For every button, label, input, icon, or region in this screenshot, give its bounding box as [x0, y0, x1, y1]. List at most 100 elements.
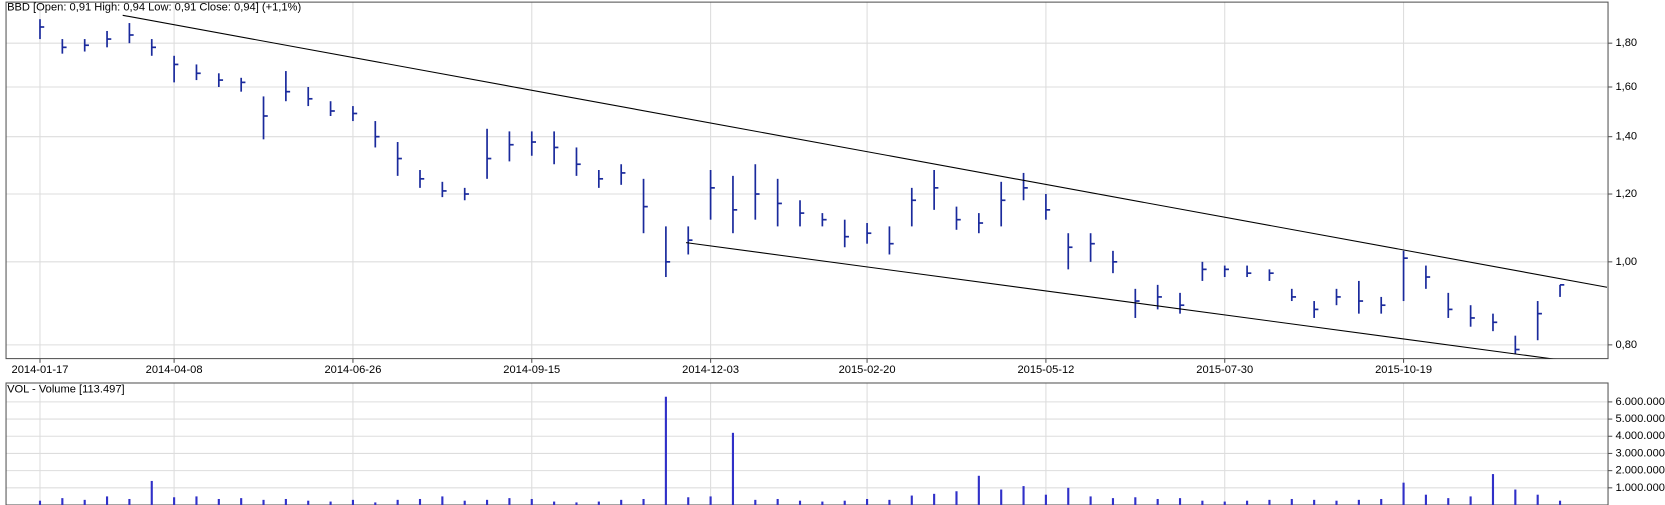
volume-bar	[1447, 498, 1450, 505]
volume-bar	[508, 498, 511, 505]
volume-bar	[1156, 498, 1159, 505]
volume-bar	[664, 396, 667, 505]
grid-layer	[6, 2, 1609, 505]
volume-bar	[866, 498, 869, 505]
volume-bar	[83, 499, 86, 505]
volume-bar	[1223, 501, 1226, 505]
volume-bar	[776, 498, 779, 505]
volume-bar	[843, 500, 846, 505]
volume-bar	[351, 499, 355, 505]
volume-bar	[553, 501, 556, 505]
y-tick-label: 4.000.000	[1615, 430, 1665, 442]
y-tick-label: 6.000.000	[1615, 396, 1665, 408]
volume-bar	[173, 497, 176, 505]
x-tick-label: 2014-04-08	[146, 364, 203, 376]
trendline	[685, 242, 1555, 359]
volume-frame	[5, 382, 1609, 505]
volume-bar	[977, 475, 980, 505]
volume-bar	[38, 500, 42, 505]
volume-bar	[150, 480, 153, 505]
volume-bar	[105, 496, 109, 505]
price-header: BBD [Open: 0,91 High: 0,94 Low: 0,91 Clo…	[7, 1, 301, 13]
volume-bar	[821, 501, 824, 505]
volume-bar	[396, 499, 399, 505]
volume-bar	[1514, 489, 1517, 505]
volume-bar	[1022, 486, 1025, 505]
volume-bar	[240, 498, 243, 505]
volume-bar	[1357, 499, 1360, 505]
volume-bar	[687, 497, 690, 505]
volume-bar	[620, 499, 623, 505]
volume-bar	[1044, 494, 1047, 505]
volume-header: VOL - Volume [113.497]	[7, 383, 125, 395]
volume-bar	[441, 496, 444, 505]
y-tick-label: 3.000.000	[1615, 447, 1665, 459]
y-tick-label: 1,60	[1615, 81, 1637, 93]
volume-bar	[1469, 496, 1472, 505]
volume-bar	[910, 495, 913, 505]
y-tick-label: 0,80	[1615, 339, 1637, 351]
volume-bar	[1424, 494, 1427, 505]
x-tick-label: 2015-07-30	[1196, 364, 1253, 376]
volume-bar	[1111, 498, 1115, 505]
volume-bar	[933, 493, 936, 505]
volume-bar	[1178, 498, 1182, 505]
y-tick-label: 2.000.000	[1615, 465, 1665, 477]
volume-bar	[1335, 500, 1338, 505]
volume-bar	[1491, 474, 1495, 505]
volume-bar	[1290, 498, 1293, 505]
volume-bar	[1246, 500, 1249, 505]
price-frame	[5, 1, 1609, 360]
x-tick-label: 2015-05-12	[1017, 364, 1074, 376]
volume-bar	[888, 499, 891, 505]
volume-bar	[1201, 500, 1204, 505]
volume-bar	[1000, 489, 1003, 505]
volume-bar	[1380, 498, 1383, 505]
y-tick-label: 5.000.000	[1615, 413, 1665, 425]
volume-bar	[754, 499, 757, 505]
volume-bar	[530, 498, 533, 505]
volume-bar	[1402, 482, 1405, 505]
y-tick-label: 1,00	[1615, 256, 1637, 268]
volume-bar	[463, 500, 466, 505]
volume-bar	[1268, 499, 1271, 505]
volume-bar	[262, 499, 265, 505]
x-tick-label: 2014-12-03	[682, 364, 739, 376]
volume-bar	[575, 502, 578, 505]
x-tick-label: 2014-01-17	[12, 364, 69, 376]
volume-bar	[284, 498, 287, 505]
trendline	[122, 14, 1608, 288]
volume-bar	[731, 432, 735, 505]
volume-bar	[486, 499, 489, 505]
volume-bar	[1313, 499, 1316, 505]
x-tick-label: 2015-10-19	[1375, 364, 1432, 376]
volume-bar	[1536, 494, 1539, 505]
y-tick-label: 1.000.000	[1615, 482, 1665, 494]
volume-bar	[329, 501, 332, 505]
volume-bar	[1134, 497, 1137, 505]
volume-bar	[195, 496, 198, 505]
x-tick-label: 2014-09-15	[503, 364, 560, 376]
volume-bar	[307, 500, 310, 505]
volume-bar	[1089, 496, 1092, 505]
volume-bar	[642, 498, 645, 505]
x-tick-label: 2014-06-26	[324, 364, 381, 376]
volume-bar	[597, 501, 600, 505]
volume-bar	[128, 498, 131, 505]
volume-bar	[61, 498, 64, 505]
volume-bar	[955, 491, 958, 505]
volume-bar	[418, 498, 422, 505]
volume-bar	[798, 500, 802, 505]
volume-bar	[1067, 487, 1070, 505]
trendlines	[122, 14, 1608, 359]
y-tick-label: 1,20	[1615, 188, 1637, 200]
volume-bar	[1558, 500, 1562, 505]
x-tick-label: 2015-02-20	[839, 364, 896, 376]
y-tick-label: 1,80	[1615, 37, 1637, 49]
volume-bar	[374, 502, 377, 505]
volume-bar	[217, 498, 220, 505]
y-tick-label: 1,40	[1615, 131, 1637, 143]
volume-bar	[709, 496, 712, 505]
